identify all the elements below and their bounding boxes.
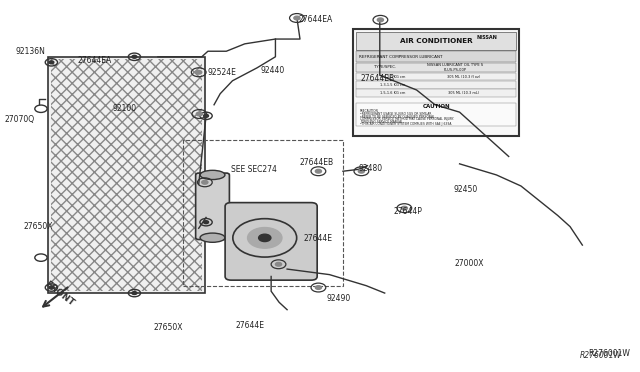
Text: •THIS AIR CONDITIONER SYSTEM COMPLIES WITH SAE J-639A: •THIS AIR CONDITIONER SYSTEM COMPLIES WI… [360, 122, 451, 126]
Circle shape [316, 286, 321, 289]
Text: R276001W: R276001W [589, 350, 630, 359]
Text: FRONT: FRONT [43, 280, 76, 308]
Text: PRECAUTION: PRECAUTION [360, 109, 379, 113]
FancyBboxPatch shape [353, 29, 519, 136]
Bar [356, 73, 516, 80]
Text: 27000X: 27000X [454, 259, 484, 268]
Text: TYPE/SPEC.: TYPE/SPEC. [374, 65, 396, 70]
FancyBboxPatch shape [225, 203, 317, 280]
Text: 92450: 92450 [454, 185, 477, 194]
Circle shape [401, 206, 408, 210]
Text: 92136N: 92136N [15, 47, 45, 56]
Ellipse shape [200, 170, 225, 180]
Text: 305 ML (10.3 mL): 305 ML (10.3 mL) [448, 91, 479, 95]
Circle shape [132, 292, 137, 295]
Ellipse shape [200, 233, 225, 242]
Circle shape [275, 262, 282, 266]
Text: 27644P: 27644P [394, 207, 422, 217]
Text: REFRIGERANT COMPRESSOR LUBRICANT: REFRIGERANT COMPRESSOR LUBRICANT [360, 55, 443, 59]
Text: 27650X: 27650X [154, 323, 184, 331]
Text: 27644EB: 27644EB [360, 74, 394, 83]
Text: 27644E: 27644E [303, 234, 332, 243]
Text: 27644EB: 27644EB [300, 157, 334, 167]
Text: R276001W: R276001W [580, 350, 622, 359]
Text: 305 ML (10.3 fl oz): 305 ML (10.3 fl oz) [447, 75, 480, 79]
Text: 92100: 92100 [113, 104, 137, 113]
Circle shape [196, 112, 202, 116]
Circle shape [378, 18, 383, 22]
Text: 92440: 92440 [260, 66, 284, 75]
Circle shape [204, 114, 209, 117]
Circle shape [358, 169, 364, 173]
Text: 27650X: 27650X [24, 222, 53, 231]
Text: 27644EA: 27644EA [78, 56, 112, 65]
Text: TORQUING SERVICE MANUAL.: TORQUING SERVICE MANUAL. [360, 120, 404, 124]
Bar [356, 63, 516, 71]
Bar [356, 81, 516, 89]
Text: •REFER TO BE SERVICED BY QUALIFIED PERSONAL.: •REFER TO BE SERVICED BY QUALIFIED PERSO… [360, 115, 436, 119]
Text: 92524E: 92524E [208, 68, 237, 77]
FancyBboxPatch shape [196, 173, 229, 240]
Circle shape [204, 221, 209, 224]
Text: NISSAN LUBRICANT OIL TYPE S
PLUS-PS-00P: NISSAN LUBRICANT OIL TYPE S PLUS-PS-00P [428, 63, 483, 72]
Text: •REFRIGERANT USAGE SUNISO 5GS OR SIMILAR.: •REFRIGERANT USAGE SUNISO 5GS OR SIMILAR… [360, 112, 433, 116]
Circle shape [248, 228, 282, 248]
Circle shape [49, 286, 54, 289]
Circle shape [316, 169, 321, 173]
Text: COMPRESSOR SERVICE METHOD MAY CAUSE PERSONAL INJURY.: COMPRESSOR SERVICE METHOD MAY CAUSE PERS… [360, 117, 454, 121]
Text: 1.5-1.6 KG cm: 1.5-1.6 KG cm [380, 91, 406, 95]
Circle shape [259, 234, 271, 241]
Bar [356, 89, 516, 97]
Circle shape [49, 61, 54, 64]
Text: 27070Q: 27070Q [4, 115, 35, 124]
Text: 27644EA: 27644EA [299, 15, 333, 23]
Circle shape [294, 16, 300, 20]
Text: 1.3-1.5 KG cm: 1.3-1.5 KG cm [380, 83, 406, 87]
Circle shape [196, 70, 202, 74]
Bar [51, 59, 202, 291]
Text: SEE SEC274: SEE SEC274 [231, 165, 277, 174]
Text: 92480: 92480 [358, 164, 383, 173]
Circle shape [202, 180, 208, 184]
FancyBboxPatch shape [48, 57, 205, 293]
Text: 1.5-2.0 KG cm: 1.5-2.0 KG cm [380, 75, 406, 79]
Text: 92490: 92490 [326, 294, 351, 303]
Text: AIR CONDITIONER: AIR CONDITIONER [400, 38, 472, 44]
Bar [356, 51, 516, 62]
Bar [356, 32, 516, 50]
Bar [356, 103, 516, 126]
Circle shape [132, 55, 137, 58]
Text: 27644E: 27644E [236, 321, 264, 330]
Text: CAUTION: CAUTION [422, 105, 450, 109]
Text: NISSAN: NISSAN [477, 35, 498, 40]
